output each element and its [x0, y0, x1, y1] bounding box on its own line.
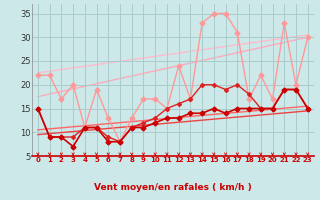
X-axis label: Vent moyen/en rafales ( km/h ): Vent moyen/en rafales ( km/h ) — [94, 183, 252, 192]
